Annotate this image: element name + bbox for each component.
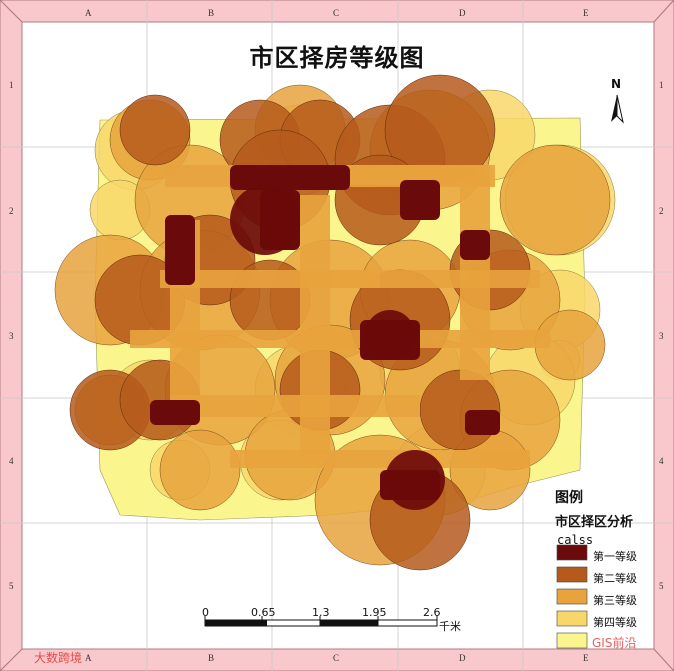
grid-row-left-2: 2 <box>9 206 14 216</box>
scale-bar-black-segment-1 <box>320 620 378 626</box>
road-strip-9 <box>460 180 490 380</box>
legend-label-class-4: 第四等级 <box>593 616 637 629</box>
zone-class-1-block-0 <box>230 165 350 190</box>
zone-class-1-block-5 <box>150 400 200 425</box>
zone-class-1-circle-1 <box>365 310 415 360</box>
zone-class-3-circle-16 <box>159 429 241 511</box>
grid-col-top-c: C <box>333 8 340 18</box>
north-arrow-right-half <box>616 94 624 124</box>
scale-tick-label-0: 0 <box>202 606 209 619</box>
scale-tick-label-4: 2.6 <box>423 606 441 619</box>
legend-field-name: calss <box>557 533 594 547</box>
scale-tick-label-3: 1.95 <box>362 606 387 619</box>
watermark-right: GIS前沿 <box>592 636 637 650</box>
north-arrow-left-half <box>611 95 617 122</box>
zone-class-1-block-6 <box>465 410 500 435</box>
grid-col-bottom-e: E <box>583 653 589 663</box>
zone-class-1-circle-0 <box>230 185 300 255</box>
road-strip-4 <box>130 330 550 348</box>
north-arrow-label: N <box>611 77 622 91</box>
road-strip-5 <box>170 395 420 417</box>
grid-col-top-a: A <box>85 8 92 18</box>
legend-swatch-class-4 <box>556 610 588 627</box>
legend-label-class-1: 第一等级 <box>593 550 637 563</box>
grid-row-left-5: 5 <box>9 581 14 591</box>
grid-row-left-3: 3 <box>9 331 14 341</box>
road-strip-6 <box>230 450 530 468</box>
road-strip-8 <box>300 195 330 455</box>
scale-tick-label-2: 1.3 <box>312 606 330 619</box>
grid-col-bottom-a: A <box>85 653 92 663</box>
zone-class-3-circle-4 <box>499 144 611 256</box>
legend-label-class-2: 第二等级 <box>593 572 637 585</box>
road-strip-3 <box>340 270 540 288</box>
scale-tick-label-1: 0.65 <box>251 606 276 619</box>
grid-col-bottom-b: B <box>208 653 215 663</box>
legend-layer-name: 市区择区分析 <box>555 515 634 530</box>
legend-swatch-class-2 <box>556 566 588 583</box>
watermark-left: 大数跨境 <box>34 651 83 665</box>
grid-row-left-4: 4 <box>9 456 14 466</box>
grid-col-top-d: D <box>459 8 466 18</box>
grid-col-top-e: E <box>583 8 589 18</box>
grid-col-bottom-d: D <box>459 653 466 663</box>
grid-row-right-1: 1 <box>659 80 664 90</box>
legend-label-class-3: 第三等级 <box>593 594 637 607</box>
map-title: 市区择房等级图 <box>249 43 425 72</box>
scale-bar-black-segment-0 <box>205 620 267 626</box>
grid-row-right-2: 2 <box>659 206 664 216</box>
frame-right-strip <box>653 0 674 671</box>
grid-row-right-5: 5 <box>659 581 664 591</box>
grid-col-bottom-c: C <box>333 653 340 663</box>
grid-row-left-1: 1 <box>9 80 14 90</box>
scale-unit-label: 千米 <box>439 620 461 633</box>
road-strip-1 <box>340 165 490 185</box>
legend-swatch-class-1 <box>556 544 588 561</box>
zone-class-1-block-2 <box>165 215 195 285</box>
grid-col-top-b: B <box>208 8 215 18</box>
zone-class-1-circle-2 <box>385 450 445 510</box>
zone-class-2-circle-0 <box>119 94 191 166</box>
grid-row-right-3: 3 <box>659 331 664 341</box>
legend-heading: 图例 <box>555 490 583 506</box>
legend-swatch-class-5 <box>556 632 588 649</box>
legend-swatch-class-3 <box>556 588 588 605</box>
zone-class-1-block-8 <box>460 230 490 260</box>
zone-class-1-block-3 <box>400 180 440 220</box>
grid-row-right-4: 4 <box>659 456 664 466</box>
